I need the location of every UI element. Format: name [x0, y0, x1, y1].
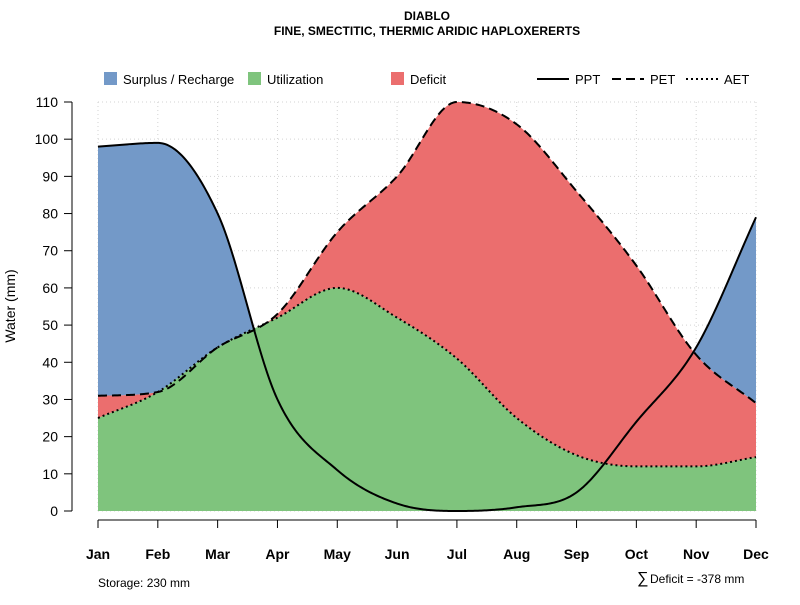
series-line-ppt [97, 141, 757, 512]
legend-swatch-deficit [391, 72, 404, 85]
storage-annotation: Storage: 230 mm [98, 576, 190, 590]
axes: 0 10 20 30 40 50 60 70 80 90 100 110 Jan Feb Mar Apr May… [35, 94, 769, 562]
x-tick-label-dec: Dec [743, 546, 769, 562]
y-tick-label: 40 [42, 354, 58, 370]
y-tick-label: 10 [42, 466, 58, 482]
y-tick-label: 20 [42, 429, 58, 445]
x-tick-label-mar: Mar [205, 546, 230, 562]
y-tick-label: 110 [36, 94, 59, 110]
deficit-annotation: Deficit = -378 mm [650, 572, 744, 586]
legend-swatch-utilization [248, 72, 261, 85]
x-tick-label-nov: Nov [683, 546, 710, 562]
legend-label-utilization: Utilization [267, 72, 323, 87]
x-tick-label-jun: Jun [385, 546, 410, 562]
x-tick-label-jan: Jan [86, 546, 110, 562]
series-line-pet [97, 100, 757, 404]
deficit-area [98, 102, 756, 467]
y-tick-label: 0 [50, 503, 58, 519]
y-tick-label: 70 [42, 243, 58, 259]
y-tick-label: 100 [35, 131, 59, 147]
y-tick-label: 60 [42, 280, 58, 296]
legend-label-surplus-recharge: Surplus / Recharge [123, 72, 234, 87]
x-tick-label-may: May [324, 546, 351, 562]
x-tick-label-oct: Oct [625, 546, 649, 562]
legend-swatch-surplus-recharge [104, 72, 117, 85]
y-tick-label: 50 [42, 317, 58, 333]
legend: Surplus / Recharge Utilization Deficit PPT P… [104, 72, 749, 87]
utilization-area [98, 287, 756, 511]
chart-title: DIABLO [404, 9, 450, 23]
y-tick-label: 90 [42, 168, 58, 184]
series-line-aet [97, 286, 757, 468]
legend-label-ppt: PPT [575, 72, 600, 87]
x-tick-label-aug: Aug [503, 546, 530, 562]
surplus-recharge-area [98, 102, 756, 404]
legend-label-pet: PET [650, 72, 675, 87]
x-tick-label-jul: Jul [447, 546, 467, 562]
y-tick-label: 80 [42, 206, 58, 222]
series-lines [97, 100, 757, 512]
legend-label-deficit: Deficit [410, 72, 447, 87]
legend-label-aet: AET [724, 72, 749, 87]
x-tick-label-sep: Sep [564, 546, 590, 562]
x-tick-label-apr: Apr [265, 546, 290, 562]
deficit-sum-symbol: ∑ [637, 570, 648, 587]
y-tick-label: 30 [42, 391, 58, 407]
y-axis-label: Water (mm) [2, 269, 18, 342]
area-fills [98, 102, 756, 511]
chart-subtitle: FINE, SMECTITIC, THERMIC ARIDIC HAPLOXER… [274, 24, 580, 38]
x-tick-label-feb: Feb [145, 546, 170, 562]
